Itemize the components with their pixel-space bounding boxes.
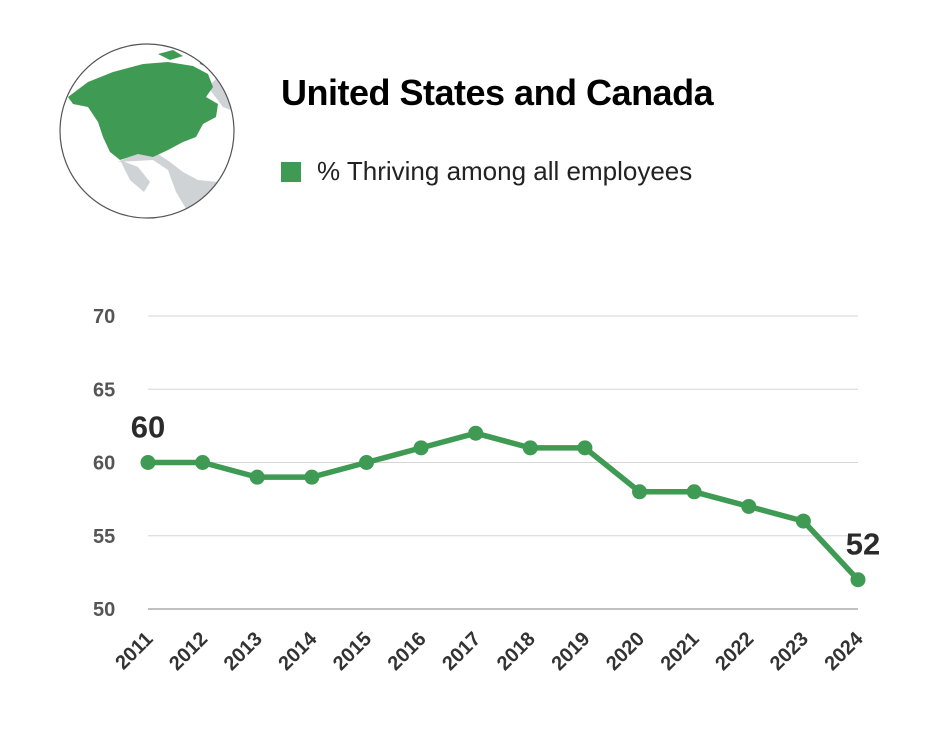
x-tick-label: 2020	[602, 628, 649, 675]
x-axis-ticks: 2011 2012 2013 2014 2015 2016 2017 2018 2019 2020…	[111, 627, 868, 675]
x-tick-label: 2023	[766, 628, 813, 675]
north-america-globe-icon	[59, 43, 235, 219]
x-tick-label: 2014	[274, 627, 322, 675]
y-axis-ticks: 50 55 60 65 70	[93, 306, 115, 621]
data-point	[358, 455, 374, 470]
data-point	[195, 455, 211, 470]
x-tick-label: 2013	[220, 628, 267, 675]
data-point	[795, 513, 811, 529]
gridlines	[148, 315, 858, 610]
x-tick-label: 2012	[165, 628, 212, 675]
data-point	[850, 572, 866, 588]
data-point	[577, 440, 593, 456]
legend: % Thriving among all employees	[281, 156, 692, 187]
series-points	[140, 425, 866, 588]
y-tick-label: 55	[93, 526, 115, 548]
page-title: United States and Canada	[281, 72, 714, 113]
data-point	[522, 440, 538, 456]
data-label: 52	[846, 527, 880, 562]
x-tick-label: 2015	[329, 628, 376, 675]
x-tick-label: 2016	[384, 628, 431, 675]
y-tick-label: 60	[93, 453, 115, 475]
x-tick-label: 2011	[111, 628, 157, 674]
x-tick-label: 2018	[493, 628, 540, 675]
data-point	[304, 469, 320, 485]
y-tick-label: 70	[93, 306, 115, 328]
data-label: 60	[131, 410, 165, 445]
x-tick-label: 2017	[438, 628, 485, 675]
legend-label: % Thriving among all employees	[317, 156, 693, 186]
x-tick-label: 2024	[821, 627, 869, 675]
legend-swatch	[281, 161, 301, 182]
y-tick-label: 50	[93, 599, 115, 621]
data-point	[741, 498, 757, 514]
y-tick-label: 65	[93, 379, 115, 401]
data-point	[468, 425, 484, 441]
x-tick-label: 2022	[711, 628, 758, 675]
data-point	[140, 455, 156, 470]
data-point	[249, 469, 265, 485]
x-tick-label: 2019	[547, 628, 594, 675]
series-line-thriving	[145, 430, 861, 583]
x-tick-label: 2021	[657, 628, 704, 675]
data-point	[413, 440, 429, 456]
data-labels: 60 52	[131, 410, 880, 562]
data-point	[632, 484, 648, 500]
series-line	[145, 430, 861, 583]
data-point	[686, 484, 702, 500]
